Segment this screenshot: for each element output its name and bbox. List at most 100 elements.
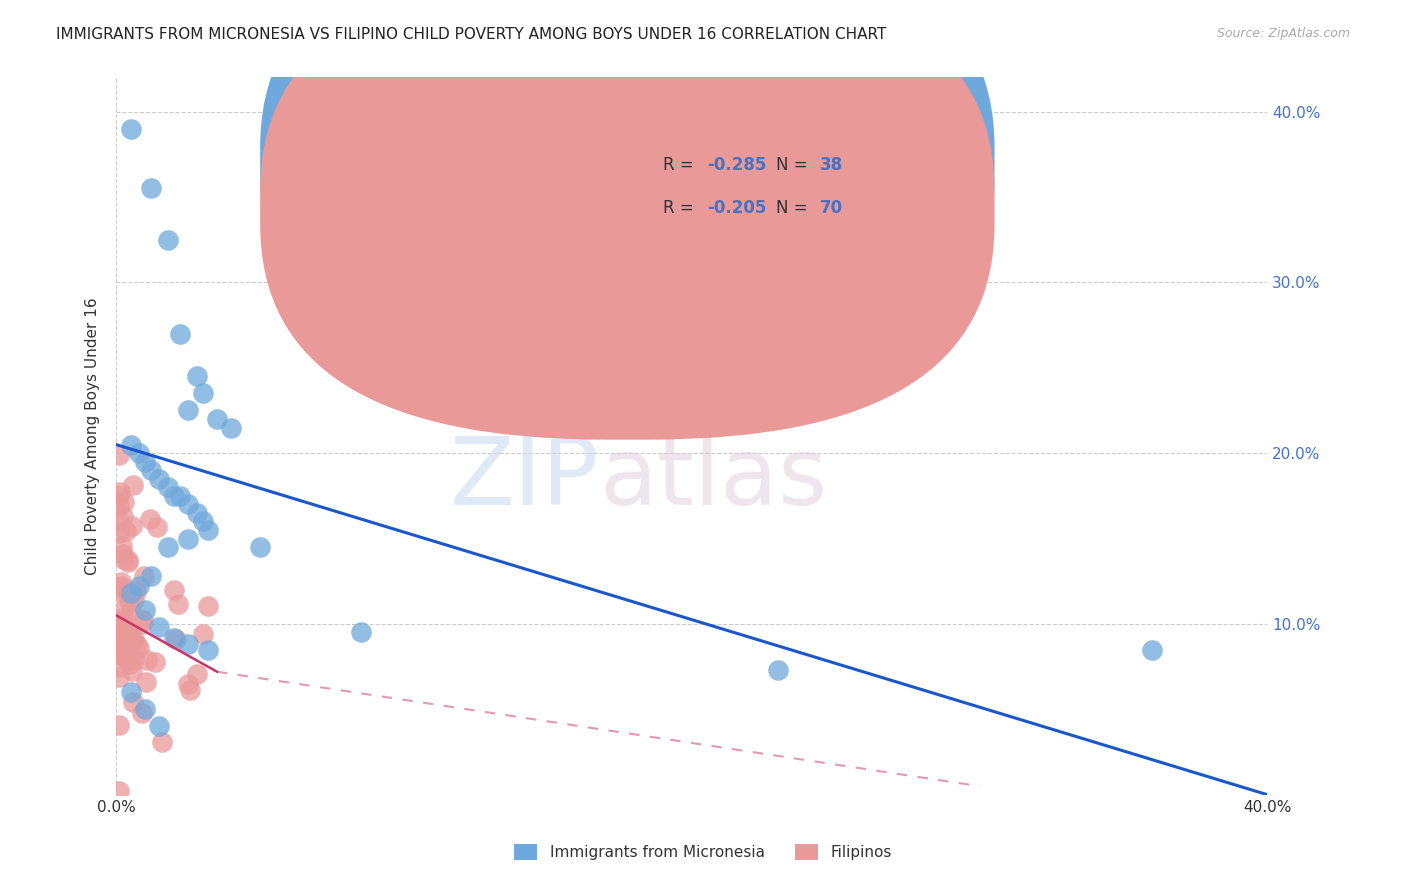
Point — [157, 480, 180, 494]
Point — [186, 666, 208, 681]
Point — [122, 478, 145, 492]
Point — [179, 682, 201, 697]
Point — [115, 645, 138, 659]
Point — [120, 437, 142, 451]
Text: R =: R = — [664, 156, 699, 174]
Point — [110, 579, 132, 593]
Point — [249, 540, 271, 554]
Point — [148, 719, 170, 733]
Point — [108, 717, 131, 731]
Point — [121, 664, 143, 678]
Point — [108, 660, 131, 674]
Point — [134, 603, 156, 617]
Point — [132, 613, 155, 627]
Point — [146, 519, 169, 533]
Point — [120, 586, 142, 600]
Point — [177, 677, 200, 691]
Point — [157, 233, 180, 247]
Point — [121, 695, 143, 709]
Point — [108, 512, 131, 526]
Point — [163, 582, 186, 597]
Text: 38: 38 — [820, 156, 842, 174]
Text: R =: R = — [664, 199, 699, 217]
Point — [118, 627, 141, 641]
Point — [120, 121, 142, 136]
Point — [110, 575, 132, 590]
Point — [111, 611, 134, 625]
Point — [197, 523, 219, 537]
Point — [165, 632, 187, 646]
Point — [110, 628, 132, 642]
Point — [186, 506, 208, 520]
FancyBboxPatch shape — [260, 0, 994, 440]
Point — [111, 552, 134, 566]
Point — [108, 622, 131, 636]
FancyBboxPatch shape — [588, 128, 904, 239]
Text: -0.285: -0.285 — [707, 156, 766, 174]
Point — [128, 640, 150, 655]
Point — [139, 463, 162, 477]
Point — [186, 369, 208, 384]
Text: N =: N = — [776, 156, 813, 174]
Point — [191, 626, 214, 640]
Legend: Immigrants from Micronesia, Filipinos: Immigrants from Micronesia, Filipinos — [509, 838, 897, 866]
Point — [177, 497, 200, 511]
Point — [108, 526, 131, 541]
Point — [108, 670, 131, 684]
Point — [120, 604, 142, 618]
Point — [112, 582, 135, 596]
Text: IMMIGRANTS FROM MICRONESIA VS FILIPINO CHILD POVERTY AMONG BOYS UNDER 16 CORRELA: IMMIGRANTS FROM MICRONESIA VS FILIPINO C… — [56, 27, 887, 42]
Point — [114, 626, 136, 640]
Point — [131, 617, 153, 632]
Point — [167, 597, 190, 611]
Point — [135, 674, 157, 689]
Point — [139, 181, 162, 195]
Point — [148, 620, 170, 634]
Point — [114, 600, 136, 615]
Point — [169, 326, 191, 341]
Point — [197, 642, 219, 657]
Point — [135, 652, 157, 666]
Text: Source: ZipAtlas.com: Source: ZipAtlas.com — [1216, 27, 1350, 40]
Point — [120, 685, 142, 699]
Point — [115, 639, 138, 653]
Point — [111, 547, 134, 561]
Point — [115, 524, 138, 539]
Point — [350, 625, 373, 640]
Point — [122, 634, 145, 648]
Point — [124, 584, 146, 599]
Point — [122, 632, 145, 646]
Point — [108, 784, 131, 798]
Point — [111, 615, 134, 630]
Point — [110, 540, 132, 554]
Point — [112, 495, 135, 509]
Point — [117, 553, 139, 567]
Text: N =: N = — [776, 199, 813, 217]
Point — [108, 448, 131, 462]
Point — [134, 455, 156, 469]
Point — [120, 657, 142, 671]
Point — [150, 735, 173, 749]
Point — [115, 653, 138, 667]
Text: -0.205: -0.205 — [707, 199, 766, 217]
Point — [169, 489, 191, 503]
Point — [197, 599, 219, 613]
Point — [108, 616, 131, 631]
Point — [108, 484, 131, 499]
FancyBboxPatch shape — [260, 0, 994, 397]
Point — [122, 593, 145, 607]
Point — [177, 637, 200, 651]
Point — [163, 489, 186, 503]
Point — [108, 585, 131, 599]
Point — [139, 569, 162, 583]
Point — [111, 509, 134, 524]
Point — [112, 628, 135, 642]
Point — [121, 519, 143, 533]
Point — [134, 702, 156, 716]
Point — [205, 412, 228, 426]
Text: atlas: atlas — [600, 434, 828, 525]
Point — [766, 663, 789, 677]
Point — [143, 655, 166, 669]
Point — [111, 648, 134, 662]
Text: ZIP: ZIP — [450, 434, 600, 525]
